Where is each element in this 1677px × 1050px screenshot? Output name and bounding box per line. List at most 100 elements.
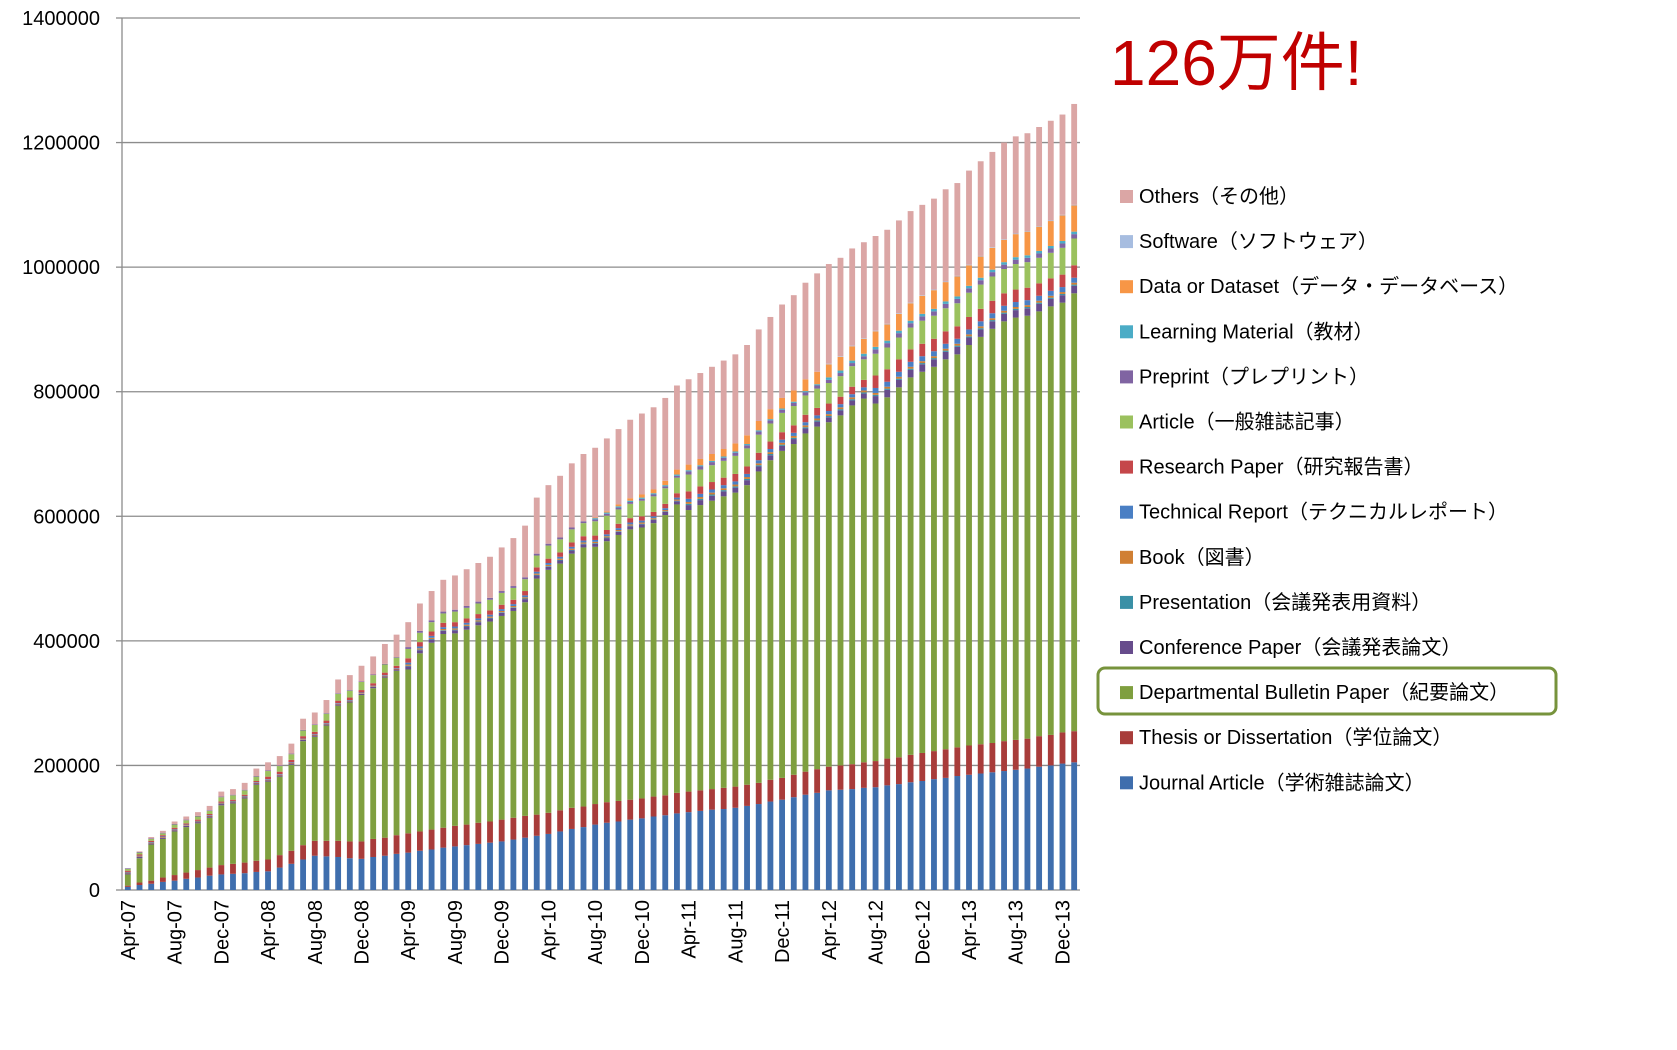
bar-segment [919,361,926,364]
bar-segment [627,501,634,504]
bar-segment [662,486,669,489]
bar-segment [171,880,178,890]
bar-segment [136,855,143,857]
bar-segment [732,481,739,485]
bar-segment [942,282,949,302]
bar-segment [720,488,727,491]
bar-segment [276,775,283,777]
bar-segment [919,313,926,317]
bar-segment [872,387,879,393]
bar-segment [767,801,774,890]
legend-swatch [1120,550,1133,564]
bar-segment [463,607,470,619]
bar-segment [837,789,844,890]
bar-segment [230,789,236,795]
bar-segment [966,334,972,337]
bar-segment [615,507,622,510]
bar-segment [814,385,821,389]
bar-segment [568,550,575,554]
bar-segment [241,794,248,796]
legend-swatch [1120,505,1133,519]
bar-segment [288,764,295,851]
bar-segment [767,460,774,780]
bar-segment [463,625,470,627]
bar-segment [884,758,891,786]
bar-segment [919,364,926,372]
bar-segment [860,379,867,388]
bar-segment [498,612,505,613]
bar-segment [802,427,809,429]
bar-segment [545,569,552,813]
bar-segment [744,345,750,436]
bar-segment [860,390,867,393]
bar-segment [440,611,447,614]
bar-segment [942,331,949,344]
bar-segment [709,495,715,501]
bar-segment [1001,269,1007,294]
bar-segment [627,419,634,499]
bar-segment [825,422,832,767]
bar-segment [872,236,879,331]
bar-segment [171,831,178,876]
bar-segment [463,845,470,890]
x-tick-label: Aug-10 [585,900,607,965]
bar-segment [510,610,517,818]
bar-segment [720,360,727,450]
bar-segment [802,282,809,380]
bar-segment [183,819,190,821]
bar-segment [1012,234,1019,258]
bar-segment [393,657,400,666]
bar-segment [335,705,342,841]
bar-segment [533,574,540,576]
bar-segment [966,170,972,265]
bar-segment [452,825,458,847]
bar-segment [1059,763,1066,890]
bar-segment [837,415,844,766]
bar-segment [148,838,155,839]
bar-segment [323,840,330,857]
bar-segment [907,361,914,367]
bar-segment [1001,312,1007,314]
bar-segment [440,630,447,631]
bar-segment [674,500,680,502]
bar-segment [346,858,353,890]
bar-segment [837,765,844,790]
y-tick-label: 400000 [33,631,100,653]
bar-segment [545,485,552,544]
bar-segment [767,454,774,456]
bar-segment [440,634,447,828]
bar-segment [1012,308,1019,311]
bar-segment [1059,114,1066,215]
bar-segment [755,782,762,805]
bar-segment [475,622,482,626]
bar-segment [1059,732,1066,764]
bar-segment [288,863,295,890]
bar-segment [218,797,225,802]
legend-label: Data or Dataset（データ・データベース） [1139,275,1518,298]
bar-segment [1059,240,1066,244]
bar-segment [416,603,423,631]
bar-segment [370,686,377,687]
bar-segment [884,389,891,398]
bar-segment [638,516,645,521]
bar-segment [568,807,575,829]
bar-segment [335,679,342,694]
bar-segment [288,762,295,763]
x-tick-label: Aug-07 [165,900,187,965]
bar-segment [662,397,669,481]
bar-segment [1059,243,1066,248]
bar-segment [895,371,902,377]
bar-segment [323,700,330,714]
bar-segment [837,410,844,416]
bar-segment [790,437,797,440]
bar-segment [615,531,622,532]
bar-segment [475,620,482,622]
bar-segment [884,386,891,389]
bar-segment [159,877,166,882]
bar-segment [498,841,505,890]
bar-segment [942,350,949,352]
bar-segment [674,477,680,494]
bar-segment [148,837,155,839]
legend-swatch [1120,325,1133,339]
bar-segment [627,498,634,501]
